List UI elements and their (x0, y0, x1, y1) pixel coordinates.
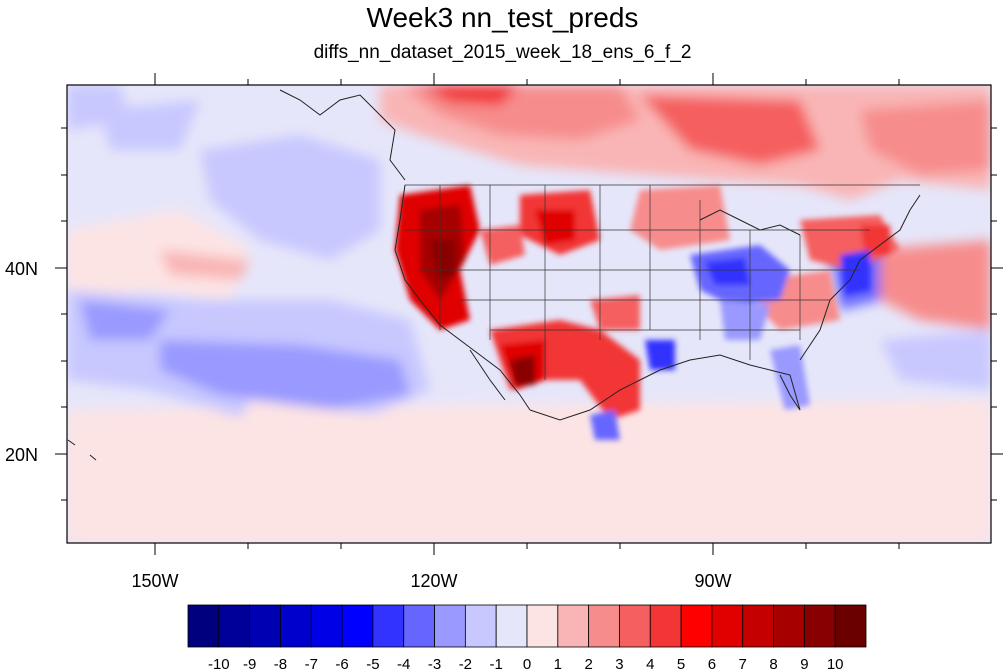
colorbar-tick-label: 8 (769, 656, 777, 672)
colorbar-tick-label: -10 (208, 656, 230, 672)
colorbar-swatch (249, 604, 281, 648)
colorbar-swatch (464, 604, 497, 648)
colorbar-tick-label: 5 (677, 656, 685, 672)
colorbar-tick-label: -2 (459, 656, 472, 672)
colorbar (187, 604, 867, 648)
axis-ticks (55, 73, 1003, 555)
map-title: Week3 nn_test_preds (366, 2, 639, 33)
colorbar-tick-label: 10 (827, 656, 844, 672)
colorbar-swatch (526, 604, 559, 648)
colorbar-swatch (218, 604, 251, 648)
colorbar-tick-label: -7 (305, 656, 318, 672)
lon-label-90w: 90W (694, 571, 731, 591)
colorbar-tick-label: 7 (739, 656, 747, 672)
colorbar-tick-label: -9 (243, 656, 256, 672)
field-broad-patterns (67, 85, 991, 543)
colorbar-swatch (187, 604, 220, 648)
colorbar-swatch (803, 604, 836, 648)
field-plot-area (67, 85, 991, 543)
colorbar-tick-label: -8 (274, 656, 287, 672)
colorbar-swatch (773, 604, 805, 648)
colorbar-swatch (372, 604, 405, 648)
colorbar-tick-label: 0 (523, 656, 531, 672)
lon-label-120w: 120W (410, 571, 457, 591)
colorbar-swatch (742, 604, 774, 648)
colorbar-tick-label: -1 (490, 656, 503, 672)
colorbar-tick-label: 3 (615, 656, 623, 672)
lat-label-20n: 20N (5, 445, 38, 465)
colorbar-swatch (588, 604, 620, 648)
colorbar-swatch (557, 604, 590, 648)
colorbar-labels: -10 -9 -8 -7 -6 -5 -4 -3 -2 -1 0 1 2 3 4 5 6 7 8 9 10 (208, 656, 844, 672)
colorbar-tick-label: 6 (708, 656, 716, 672)
colorbar-tick-label: 1 (554, 656, 562, 672)
colorbar-tick-label: -3 (428, 656, 441, 672)
field-intense-patterns (395, 185, 900, 440)
colorbar-tick-label: -6 (335, 656, 348, 672)
colorbar-tick-label: 2 (584, 656, 592, 672)
colorbar-swatch (434, 604, 466, 648)
colorbar-swatch (680, 604, 713, 648)
colorbar-swatch (341, 604, 374, 648)
colorbar-swatch (619, 604, 651, 648)
colorbar-tick-label: 4 (646, 656, 654, 672)
colorbar-tick-label: -5 (366, 656, 379, 672)
colorbar-swatch (495, 604, 528, 648)
colorbar-tick-label: 9 (800, 656, 808, 672)
colorbar-swatch (310, 604, 343, 648)
lat-label-40n: 40N (5, 259, 38, 279)
colorbar-swatch (280, 604, 312, 648)
colorbar-swatch (834, 604, 867, 648)
colorbar-swatch (711, 604, 744, 648)
colorbar-tick-label: -4 (397, 656, 410, 672)
colorbar-swatch (649, 604, 682, 648)
lon-label-150w: 150W (131, 571, 178, 591)
state-borders (405, 184, 920, 380)
colorbar-swatch (403, 604, 435, 648)
map-subtitle: diffs_nn_dataset_2015_week_18_ens_6_f_2 (313, 42, 692, 63)
